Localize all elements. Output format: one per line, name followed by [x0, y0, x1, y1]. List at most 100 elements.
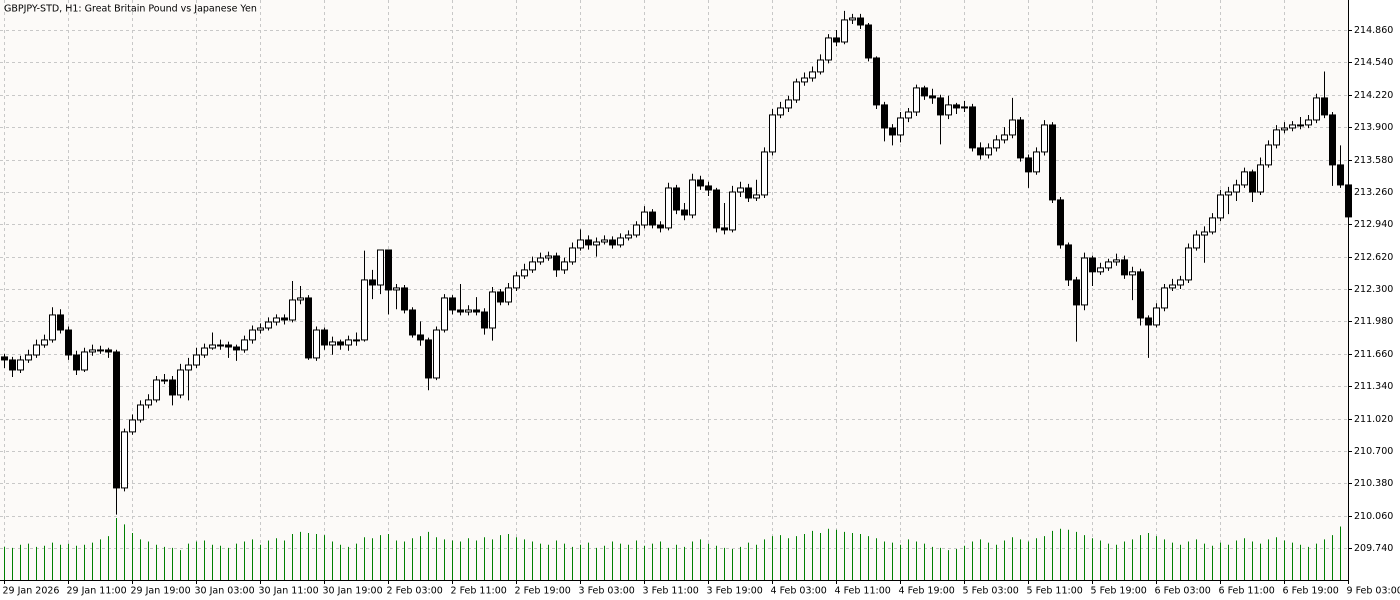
candle-body: [1089, 257, 1096, 273]
candle-body: [385, 249, 392, 291]
candle-body: [929, 95, 936, 99]
candle-body: [1049, 124, 1056, 201]
x-tick-label: 2 Feb 11:00: [451, 586, 507, 597]
y-tick-label: 211.340: [1354, 381, 1393, 392]
candle-body: [105, 349, 112, 353]
candle-body: [1289, 124, 1296, 129]
candle-body: [281, 317, 288, 321]
candle-body: [841, 19, 848, 43]
candle-body: [769, 114, 776, 153]
y-tick-label: 213.900: [1354, 122, 1393, 133]
x-tick-label: 3 Feb 11:00: [643, 586, 699, 597]
candle-body: [529, 261, 536, 271]
candle-body: [721, 227, 728, 231]
candle-body: [569, 247, 576, 263]
candle-body: [625, 234, 632, 239]
x-tick-label: 5 Feb 19:00: [1091, 586, 1147, 597]
y-tick-label: 212.300: [1354, 284, 1393, 295]
candle-body: [993, 139, 1000, 149]
candle-body: [713, 189, 720, 229]
candle-body: [1113, 259, 1120, 263]
y-tick-label: 210.700: [1354, 446, 1393, 457]
candle-body: [457, 309, 464, 313]
candle-body: [801, 77, 808, 83]
candle-body: [985, 147, 992, 156]
candle-body: [473, 309, 480, 313]
x-tick-label: 2 Feb 03:00: [387, 586, 443, 597]
candle-body: [9, 359, 16, 371]
candle-body: [1145, 317, 1152, 326]
candle-body: [897, 117, 904, 136]
candle-body: [889, 127, 896, 136]
candle-body: [921, 87, 928, 97]
candle-body: [905, 111, 912, 119]
candle-body: [265, 321, 272, 329]
y-tick-label: 214.220: [1354, 90, 1393, 101]
candle-body: [305, 297, 312, 359]
candle-body: [1081, 257, 1088, 306]
candle-body: [313, 329, 320, 359]
candle-body: [361, 279, 368, 341]
candle-body: [401, 287, 408, 311]
candle-body: [753, 194, 760, 199]
candle-body: [249, 329, 256, 341]
candle-body: [1321, 97, 1328, 116]
candle-body: [33, 344, 40, 356]
candle-body: [1185, 247, 1192, 281]
candle-body: [641, 211, 648, 226]
candle-body: [225, 344, 232, 348]
candle-body: [657, 224, 664, 229]
candle-body: [1209, 217, 1216, 233]
candle-body: [1153, 307, 1160, 326]
candle-body: [113, 351, 120, 489]
candle-body: [785, 99, 792, 109]
candle-body: [217, 344, 224, 347]
y-tick-label: 211.660: [1354, 349, 1393, 360]
candle-body: [169, 379, 176, 396]
candle-body: [289, 299, 296, 321]
x-tick-label: 3 Feb 03:00: [579, 586, 635, 597]
candle-body: [1249, 171, 1256, 193]
candle-body: [1273, 129, 1280, 146]
candle-body: [1217, 194, 1224, 219]
y-tick-label: 211.980: [1354, 316, 1393, 327]
candle-body: [425, 339, 432, 379]
candle-body: [1169, 284, 1176, 289]
candle-body: [873, 57, 880, 106]
candle-body: [393, 287, 400, 291]
candle-body: [1193, 234, 1200, 249]
candle-body: [953, 104, 960, 109]
candle-body: [153, 379, 160, 401]
candle-body: [145, 399, 152, 406]
candle-body: [1233, 184, 1240, 193]
candle-body: [1337, 164, 1344, 186]
candle-body: [57, 314, 64, 331]
y-tick-label: 213.260: [1354, 187, 1393, 198]
candle-body: [697, 179, 704, 187]
candle-body: [825, 37, 832, 61]
candle-body: [521, 269, 528, 277]
candle-body: [1097, 267, 1104, 273]
candle-body: [617, 237, 624, 246]
candle-body: [1313, 97, 1320, 121]
y-tick-label: 214.860: [1354, 25, 1393, 36]
candle-body: [1009, 119, 1016, 136]
candle-body: [177, 369, 184, 396]
candle-body: [25, 354, 32, 361]
candle-body: [489, 291, 496, 329]
candle-body: [257, 327, 264, 331]
candle-body: [809, 71, 816, 79]
candle-body: [1065, 244, 1072, 281]
chart-title: GBPJPY-STD, H1: Great Britain Pound vs J…: [4, 4, 257, 15]
candle-body: [377, 249, 384, 286]
candle-body: [1041, 124, 1048, 153]
y-tick-label: 214.540: [1354, 57, 1393, 68]
candle-body: [497, 291, 504, 303]
candle-body: [1057, 199, 1064, 246]
candle-body: [1073, 279, 1080, 306]
candle-body: [1225, 191, 1232, 196]
candle-body: [97, 349, 104, 352]
candle-body: [1305, 119, 1312, 126]
candle-body: [1201, 231, 1208, 236]
